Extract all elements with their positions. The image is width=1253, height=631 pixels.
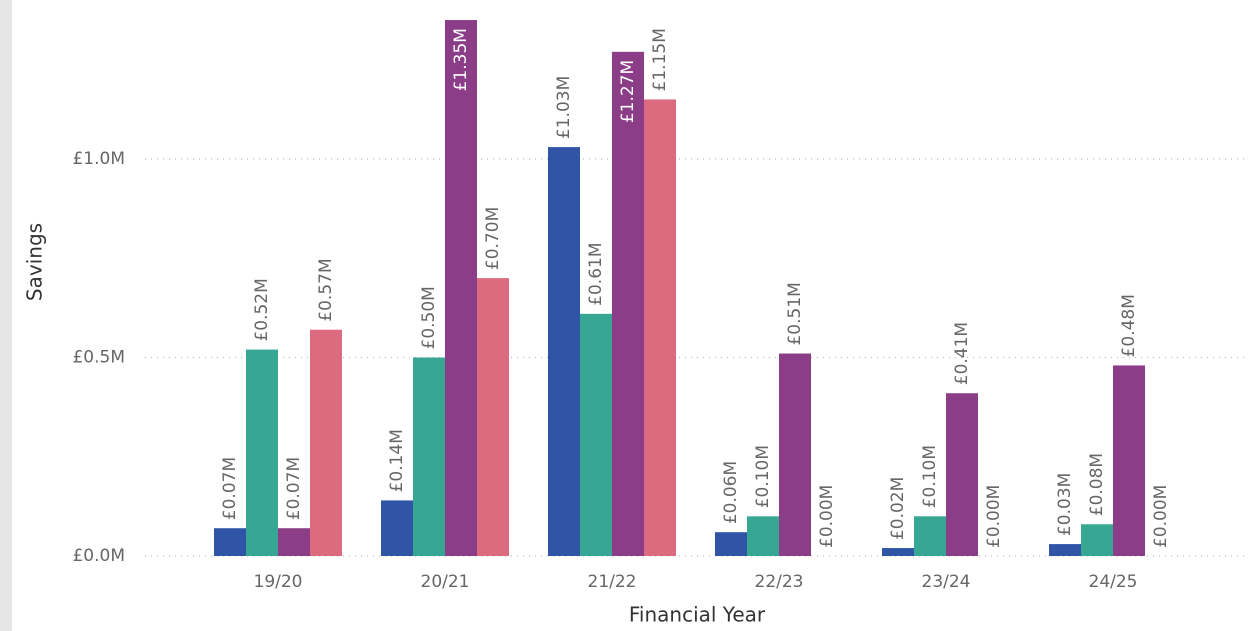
value-label: £0.51M bbox=[785, 282, 805, 345]
bar bbox=[779, 353, 811, 556]
bar bbox=[310, 329, 342, 556]
value-label: £0.03M bbox=[1055, 473, 1075, 536]
value-label: £0.00M bbox=[1151, 485, 1171, 548]
x-tick-label: 21/22 bbox=[588, 572, 637, 592]
bar bbox=[946, 393, 978, 556]
x-axis-title: Financial Year bbox=[629, 603, 766, 627]
value-label: £1.03M bbox=[554, 76, 574, 139]
bar bbox=[580, 313, 612, 556]
y-axis-title: Savings bbox=[23, 223, 47, 301]
bar bbox=[1049, 544, 1081, 556]
value-label: £1.15M bbox=[650, 28, 670, 91]
value-label: £0.70M bbox=[483, 207, 503, 270]
value-label: £1.27M bbox=[618, 60, 638, 123]
bar bbox=[882, 548, 914, 556]
y-tick-label: £1.0M bbox=[72, 149, 125, 169]
x-tick-label: 20/21 bbox=[421, 572, 470, 592]
value-label: £0.52M bbox=[252, 278, 272, 341]
y-tick-label: £0.0M bbox=[72, 546, 125, 566]
y-tick-label: £0.5M bbox=[72, 348, 125, 368]
bar bbox=[214, 528, 246, 556]
value-label: £0.48M bbox=[1119, 294, 1139, 357]
value-label: £0.06M bbox=[721, 461, 741, 524]
bar bbox=[644, 99, 676, 556]
value-label: £0.50M bbox=[419, 286, 439, 349]
value-label: £0.02M bbox=[888, 477, 908, 540]
value-label: £0.10M bbox=[920, 445, 940, 508]
x-tick-label: 22/23 bbox=[755, 572, 804, 592]
value-label: £1.35M bbox=[451, 28, 471, 91]
value-label: £0.07M bbox=[220, 457, 240, 520]
value-label: £0.41M bbox=[952, 322, 972, 385]
bar bbox=[477, 278, 509, 556]
bar bbox=[246, 349, 278, 556]
value-label: £0.07M bbox=[284, 457, 304, 520]
value-label: £0.61M bbox=[586, 242, 606, 305]
value-label: £0.14M bbox=[387, 429, 407, 492]
bar bbox=[715, 532, 747, 556]
bar bbox=[381, 500, 413, 556]
bar bbox=[612, 51, 644, 557]
value-label: £0.08M bbox=[1087, 453, 1107, 516]
value-label: £0.57M bbox=[316, 258, 336, 321]
value-label: £0.00M bbox=[817, 485, 837, 548]
x-tick-label: 24/25 bbox=[1089, 572, 1138, 592]
value-label: £0.10M bbox=[753, 445, 773, 508]
side-strip bbox=[0, 0, 12, 631]
bar bbox=[747, 516, 779, 556]
bar bbox=[445, 20, 477, 557]
bar bbox=[413, 357, 445, 556]
bar bbox=[1081, 524, 1113, 556]
x-tick-label: 23/24 bbox=[922, 572, 971, 592]
bar bbox=[278, 528, 310, 556]
value-label: £0.00M bbox=[984, 485, 1004, 548]
bar bbox=[548, 147, 580, 556]
bar bbox=[1113, 365, 1145, 556]
x-tick-label: 19/20 bbox=[254, 572, 303, 592]
bar bbox=[914, 516, 946, 556]
